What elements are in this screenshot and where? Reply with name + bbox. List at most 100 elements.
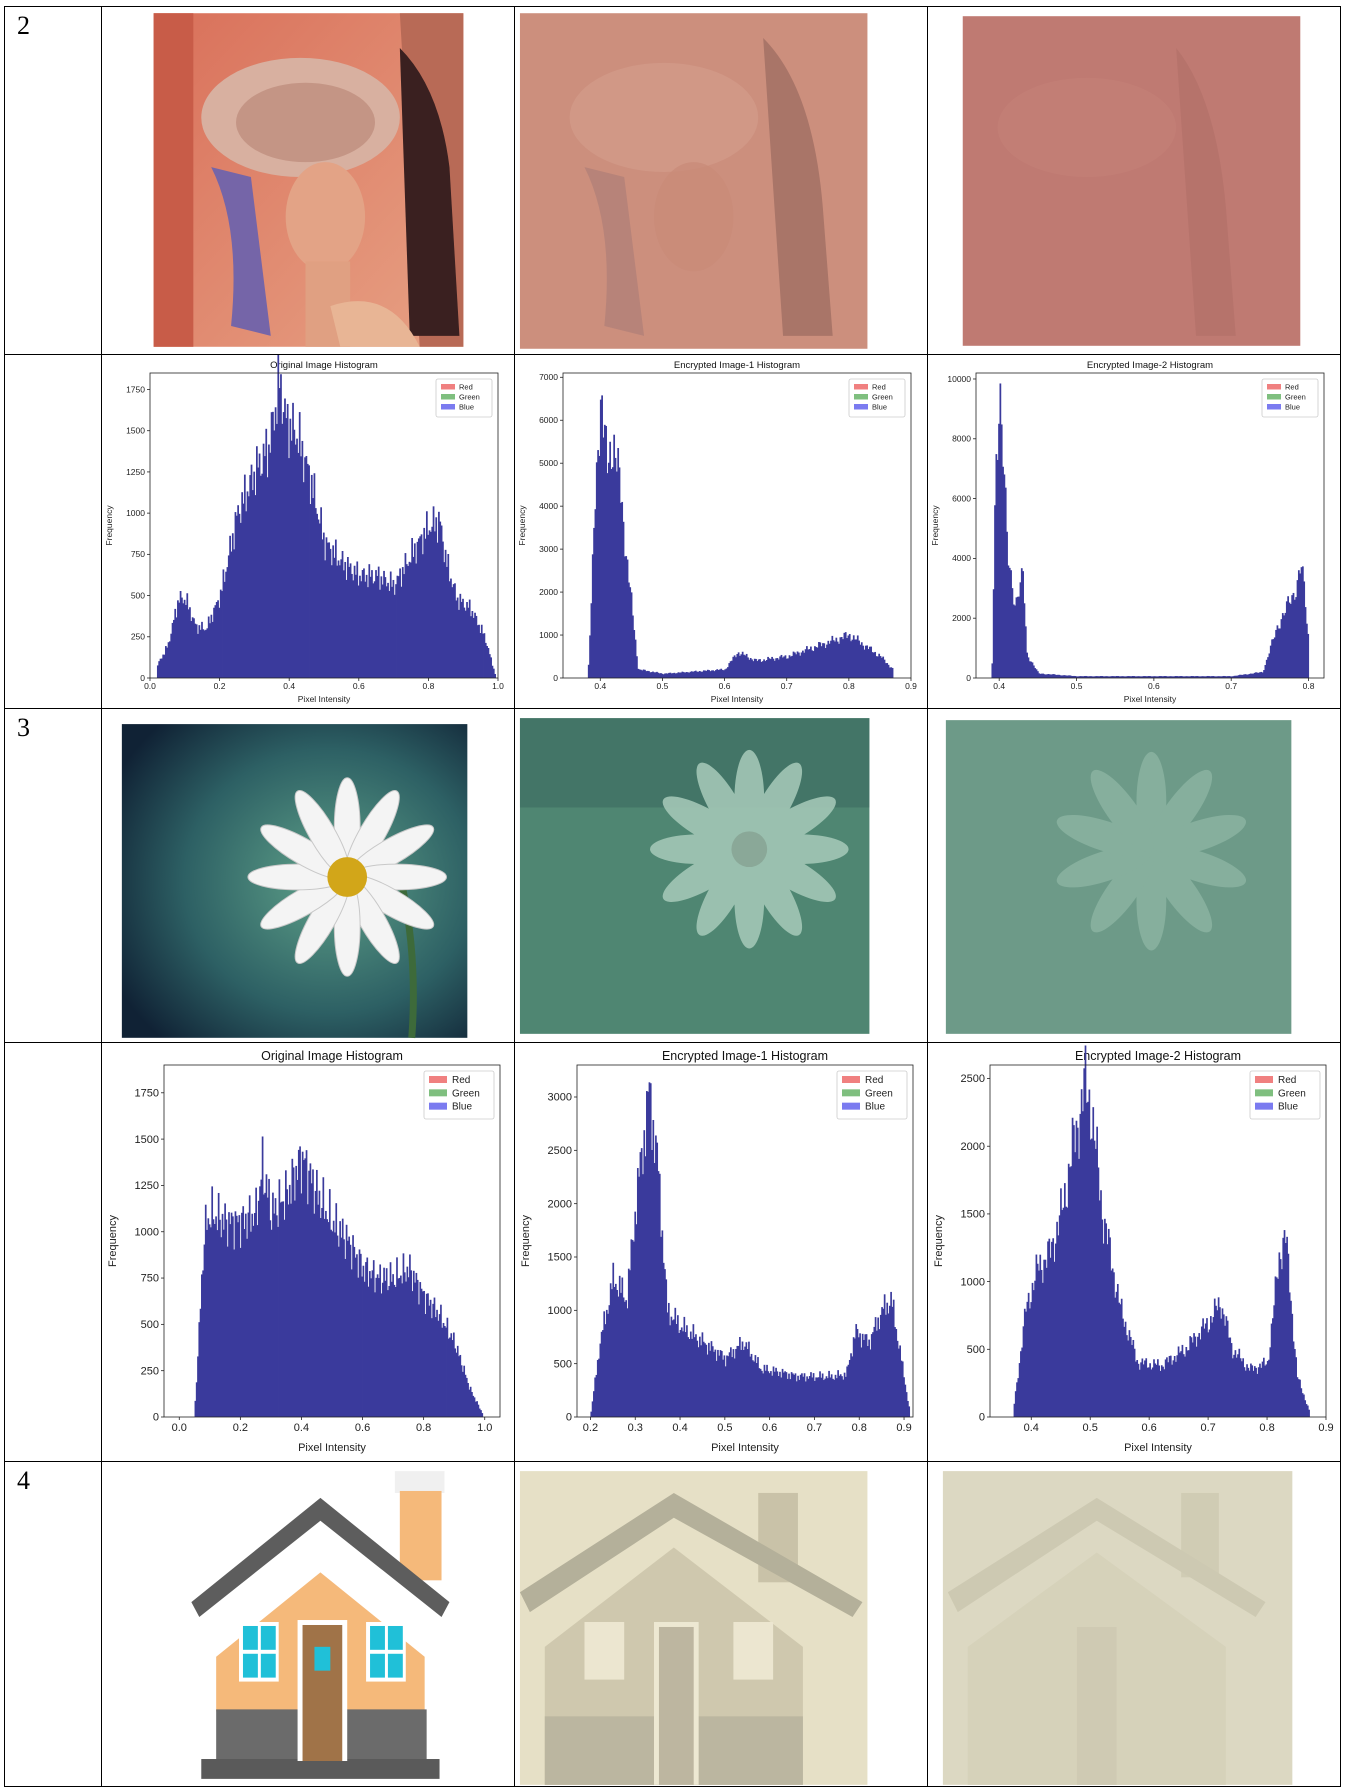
histogram-bar — [1241, 1361, 1243, 1417]
histogram-bar — [753, 658, 756, 678]
histogram-bar — [808, 1376, 811, 1417]
x-tick-label: 0.4 — [283, 681, 295, 691]
histogram-bar — [1034, 1280, 1036, 1417]
histogram-bar — [472, 1395, 475, 1417]
histogram-bar — [715, 670, 717, 678]
histogram-bar — [1210, 676, 1213, 678]
histogram-bar — [194, 1400, 197, 1417]
histogram-bar — [661, 1230, 664, 1417]
histogram-bar — [1109, 1237, 1111, 1417]
histogram-bar — [1172, 676, 1174, 678]
histogram-bar — [671, 1320, 674, 1417]
histogram-bar — [864, 1334, 867, 1417]
histogram-bar — [416, 1279, 419, 1417]
histogram-bar — [483, 633, 486, 678]
row-number-cell: 4 — [4, 1461, 102, 1787]
histogram-bar — [428, 530, 431, 678]
histogram-bar — [1123, 676, 1126, 678]
histogram-bar — [367, 587, 369, 678]
histogram-bar — [225, 1219, 228, 1417]
histogram-bar — [1193, 676, 1196, 678]
histogram-bar — [1083, 676, 1086, 678]
histogram-bar — [221, 1213, 224, 1417]
chart-title: Encrypted Image-2 Histogram — [1087, 360, 1213, 371]
histogram-bar — [462, 1371, 464, 1417]
y-tick-label: 10000 — [947, 374, 971, 384]
histogram-bar — [1198, 676, 1201, 678]
histogram-bar — [697, 1347, 700, 1417]
histogram-bar — [642, 669, 645, 678]
histogram-bar — [616, 1289, 618, 1417]
histogram-bar — [1173, 676, 1176, 678]
histogram-bar — [1208, 1329, 1211, 1417]
histogram-bar — [250, 1231, 252, 1417]
histogram-bar — [786, 1378, 789, 1417]
histogram-bar — [1045, 1267, 1048, 1417]
y-tick-label: 0 — [153, 1412, 159, 1424]
legend-label: Green — [865, 1088, 893, 1099]
histogram-bar — [281, 1201, 283, 1417]
histogram-bar — [668, 672, 670, 678]
histogram-bar — [381, 1282, 384, 1417]
histogram-bar — [1216, 676, 1219, 678]
histogram-bar — [375, 1277, 378, 1417]
histogram-bar — [695, 1334, 697, 1417]
histogram-bar — [682, 672, 685, 678]
daisy-original-image — [121, 724, 468, 1039]
histogram-bar — [1225, 1316, 1228, 1417]
histogram-bar — [799, 1374, 802, 1417]
histogram-bar — [723, 670, 725, 678]
histogram-bar — [622, 1297, 625, 1417]
histogram-bar — [1239, 674, 1241, 678]
histogram-bar — [1034, 668, 1037, 678]
histogram-bar — [843, 632, 846, 678]
histogram-bar — [1043, 1259, 1045, 1417]
histogram-bar — [1154, 676, 1157, 678]
histogram-bar — [779, 1371, 781, 1417]
histogram-bar — [412, 1270, 415, 1417]
histogram-bar — [689, 1331, 692, 1417]
histogram-bar — [824, 648, 827, 678]
legend-swatch — [1255, 1089, 1273, 1097]
histogram-bar — [270, 1229, 273, 1417]
histogram-bar — [1063, 675, 1066, 678]
histogram-bar — [401, 567, 404, 678]
histogram-bar — [1204, 1323, 1207, 1417]
y-tick-label: 5000 — [539, 458, 558, 468]
histogram-bar — [397, 576, 400, 678]
x-tick-label: 0.9 — [1318, 1422, 1333, 1434]
histogram-bar — [1213, 676, 1216, 678]
histogram-bar — [1203, 1328, 1206, 1417]
histogram-bar — [748, 1341, 750, 1417]
histogram-bar — [775, 1367, 777, 1417]
histogram-bar — [624, 1301, 626, 1417]
histogram-bar — [405, 1281, 407, 1417]
histogram-bar — [619, 502, 622, 678]
histogram-bar — [450, 1333, 453, 1417]
histogram-bar — [173, 619, 175, 678]
x-tick-label: 0.6 — [353, 681, 365, 691]
histogram-bar — [1215, 1305, 1217, 1417]
histogram-bar — [170, 633, 173, 678]
histogram-bar — [839, 637, 842, 678]
histogram-bar — [705, 1344, 708, 1417]
histogram-bar — [433, 1297, 436, 1417]
histogram-bar — [1213, 1298, 1216, 1417]
y-tick-label: 3000 — [548, 1092, 572, 1104]
histogram-bar — [1165, 676, 1168, 678]
histogram-bar — [1304, 607, 1307, 678]
histogram-bar — [698, 1336, 701, 1417]
histogram-bar — [272, 411, 274, 678]
histogram-bar — [780, 654, 783, 678]
histogram-bar — [729, 661, 732, 678]
histogram-bar — [773, 1371, 776, 1417]
histogram-bar — [711, 1346, 714, 1417]
histogram-bar — [1140, 676, 1142, 678]
histogram-bar — [1271, 639, 1273, 678]
histogram-bar — [772, 1366, 775, 1417]
histogram-bar — [1092, 1107, 1095, 1417]
histogram-bar — [767, 656, 769, 678]
histogram-bar — [1176, 1355, 1179, 1417]
histogram-bar — [475, 615, 478, 678]
